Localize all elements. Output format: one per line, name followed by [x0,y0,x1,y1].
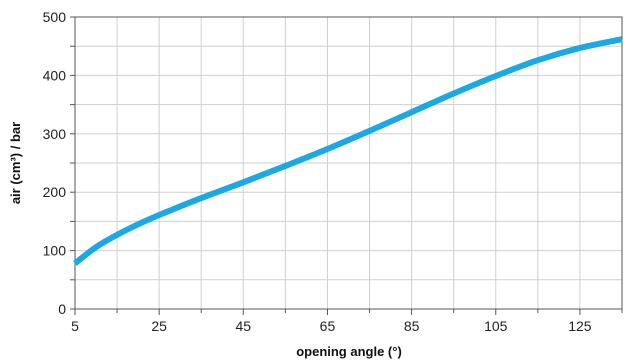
x-tick-label: 45 [236,318,252,334]
series [73,36,623,266]
x-tick-label: 85 [404,318,420,334]
y-tick-label: 100 [43,243,67,259]
y-tick-label: 300 [43,126,67,142]
y-tick-label: 500 [43,9,67,25]
x-tick-label: 5 [71,318,79,334]
x-tick-label: 125 [568,318,592,334]
x-tick-label: 65 [320,318,336,334]
y-tick-label: 200 [43,184,67,200]
y-axis-title: air (cm³) / bar [8,122,23,204]
series-line-0 [73,36,623,266]
x-tick-label: 105 [484,318,508,334]
y-tick-label: 400 [43,67,67,83]
x-tick-label: 25 [151,318,167,334]
grid [75,17,622,309]
x-axis-title: opening angle (°) [296,344,402,359]
ticks: 5 25 45 65 85 105 125 0 100 200 300 400 500 [43,9,623,334]
y-tick-label: 0 [58,301,66,317]
